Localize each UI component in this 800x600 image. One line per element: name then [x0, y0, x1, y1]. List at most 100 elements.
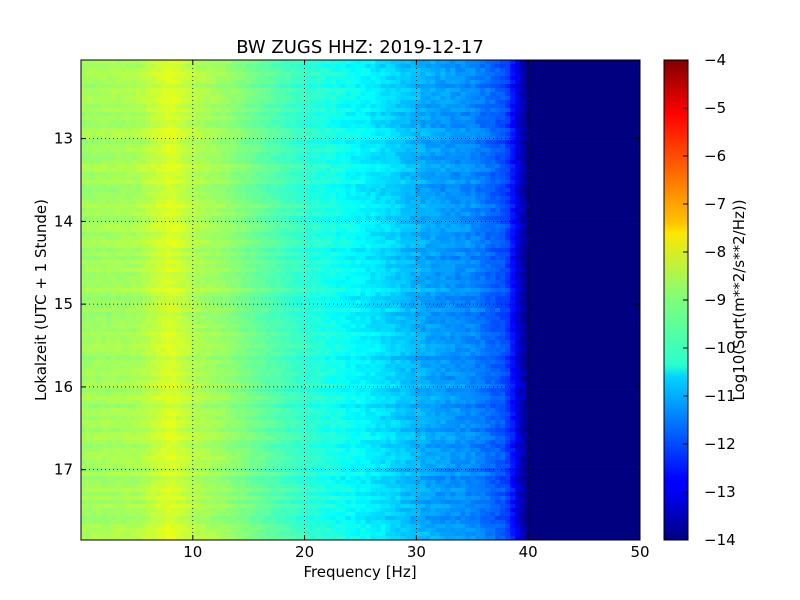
- heatmap-cell: [120, 456, 127, 461]
- heatmap-cell: [81, 192, 87, 197]
- heatmap-cell: [205, 316, 212, 321]
- heatmap-cell: [240, 376, 247, 381]
- heatmap-cell: [170, 252, 177, 257]
- heatmap-cell: [95, 316, 102, 321]
- heatmap-cell: [260, 172, 267, 177]
- heatmap-cell: [180, 128, 187, 133]
- heatmap-cell: [130, 500, 137, 505]
- heatmap-cell: [90, 152, 97, 157]
- heatmap-cell: [230, 296, 237, 301]
- heatmap-cell: [105, 392, 112, 397]
- heatmap-cell: [220, 280, 227, 285]
- heatmap-cell: [125, 404, 132, 409]
- heatmap-cell: [180, 352, 187, 357]
- heatmap-cell: [235, 208, 242, 213]
- heatmap-cell: [110, 416, 117, 421]
- heatmap-cell: [170, 328, 177, 333]
- heatmap-cell: [85, 248, 92, 253]
- heatmap-cell: [205, 440, 212, 445]
- heatmap-cell: [110, 524, 117, 529]
- heatmap-cell: [165, 360, 172, 365]
- heatmap-cell: [140, 188, 147, 193]
- heatmap-cell: [200, 180, 207, 185]
- heatmap-cell: [160, 424, 167, 429]
- heatmap-cell: [105, 328, 112, 333]
- heatmap-cell: [81, 484, 87, 489]
- heatmap-cell: [270, 212, 277, 217]
- heatmap-cell: [130, 488, 137, 493]
- heatmap-cell: [235, 288, 242, 293]
- heatmap-cell: [240, 60, 247, 65]
- heatmap-cell: [125, 400, 132, 405]
- heatmap-cell: [180, 100, 187, 105]
- heatmap-cell: [210, 424, 217, 429]
- heatmap-cell: [140, 180, 147, 185]
- heatmap-cell: [285, 212, 292, 217]
- heatmap-cell: [250, 60, 257, 65]
- heatmap-cell: [185, 376, 192, 381]
- heatmap-cell: [140, 176, 147, 181]
- heatmap-cell: [280, 360, 287, 365]
- heatmap-cell: [245, 140, 252, 145]
- heatmap-cell: [240, 420, 247, 425]
- heatmap-cell: [120, 240, 127, 245]
- heatmap-cell: [265, 404, 272, 409]
- heatmap-cell: [135, 224, 142, 229]
- heatmap-cell: [95, 184, 102, 189]
- heatmap-cell: [260, 364, 267, 369]
- heatmap-cell: [220, 168, 227, 173]
- heatmap-cell: [155, 196, 162, 201]
- heatmap-cell: [285, 96, 292, 101]
- heatmap-cell: [225, 128, 232, 133]
- heatmap-cell: [155, 388, 162, 393]
- heatmap-cell: [225, 380, 232, 385]
- heatmap-cell: [95, 476, 102, 481]
- heatmap-cell: [160, 252, 167, 257]
- heatmap-cell: [205, 364, 212, 369]
- heatmap-cell: [140, 172, 147, 177]
- heatmap-cell: [230, 164, 237, 169]
- heatmap-cell: [230, 216, 237, 221]
- heatmap-cell: [90, 364, 97, 369]
- heatmap-cell: [115, 292, 122, 297]
- heatmap-cell: [115, 288, 122, 293]
- heatmap-cell: [230, 304, 237, 309]
- heatmap-cell: [140, 404, 147, 409]
- heatmap-cell: [145, 280, 152, 285]
- heatmap-cell: [210, 532, 217, 537]
- heatmap-cell: [90, 140, 97, 145]
- heatmap-cell: [250, 536, 257, 540]
- heatmap-cell: [280, 512, 287, 517]
- heatmap-cell: [135, 152, 142, 157]
- heatmap-cell: [165, 532, 172, 537]
- heatmap-cell: [160, 504, 167, 509]
- heatmap-cell: [200, 148, 207, 153]
- heatmap-cell: [265, 460, 272, 465]
- heatmap-cell: [255, 128, 262, 133]
- heatmap-cell: [235, 512, 242, 517]
- heatmap-cell: [280, 424, 287, 429]
- heatmap-cell: [265, 216, 272, 221]
- heatmap-cell: [85, 256, 92, 261]
- heatmap-cell: [270, 436, 277, 441]
- heatmap-cell: [285, 204, 292, 209]
- heatmap-cell: [115, 188, 122, 193]
- heatmap-cell: [140, 192, 147, 197]
- heatmap-cell: [115, 92, 122, 97]
- heatmap-cell: [280, 136, 287, 141]
- heatmap-cell: [135, 376, 142, 381]
- heatmap-cell: [270, 176, 277, 181]
- heatmap-cell: [220, 328, 227, 333]
- heatmap-cell: [195, 192, 202, 197]
- heatmap-cell: [85, 320, 92, 325]
- heatmap-cell: [175, 384, 182, 389]
- heatmap-cell: [110, 288, 117, 293]
- heatmap-cell: [210, 452, 217, 457]
- heatmap-cell: [275, 164, 282, 169]
- heatmap-cells: [81, 60, 640, 540]
- heatmap-cell: [90, 480, 97, 485]
- heatmap-cell: [145, 172, 152, 177]
- heatmap-cell: [165, 364, 172, 369]
- heatmap-cell: [210, 204, 217, 209]
- heatmap-cell: [105, 388, 112, 393]
